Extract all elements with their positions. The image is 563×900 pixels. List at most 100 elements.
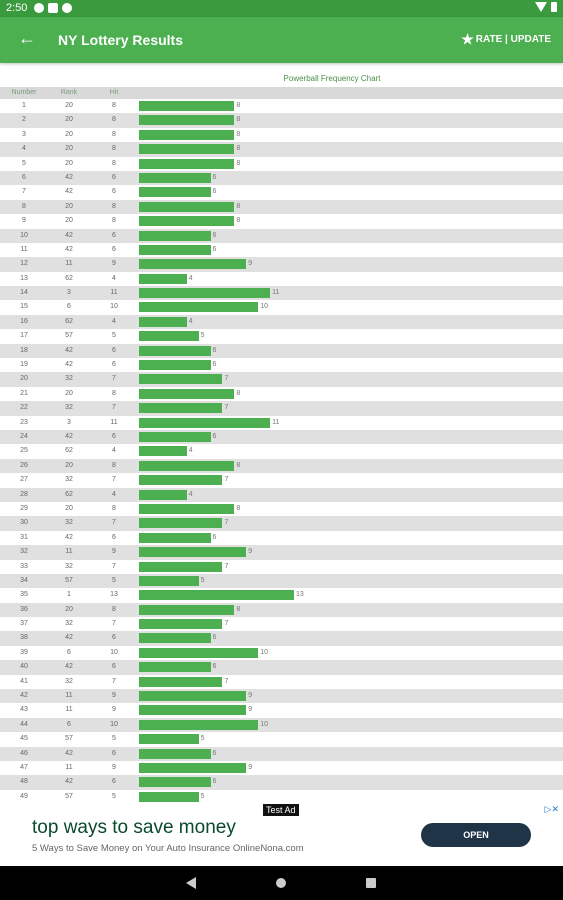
frequency-bar	[139, 431, 211, 442]
table-row: 34 57 5 5	[0, 573, 563, 589]
table-row: 20 32 7 7	[0, 372, 563, 387]
nav-recents-icon[interactable]	[366, 878, 376, 888]
bar-value-label: 4	[188, 317, 193, 325]
frequency-bar	[139, 101, 235, 111]
row-rank: 6	[67, 648, 71, 656]
table-row: 1 20 8 8	[0, 99, 563, 113]
rate-update-label: RATE | UPDATE	[475, 33, 551, 45]
row-rank: 20	[65, 145, 73, 153]
row-number: 22	[20, 404, 28, 412]
column-header-rank: Rank	[60, 89, 78, 96]
row-number: 17	[20, 332, 28, 340]
row-hit: 7	[112, 519, 116, 527]
rate-update-button[interactable]: ★ RATE | UPDATE	[461, 31, 551, 47]
frequency-bar	[139, 532, 211, 543]
row-hit: 9	[112, 706, 116, 714]
row-hit: 8	[112, 116, 116, 124]
table-row: 22 32 7 7	[0, 401, 563, 416]
table-row: 43 11 9 9	[0, 703, 563, 717]
nav-back-icon[interactable]	[186, 877, 196, 889]
frequency-bar	[139, 288, 271, 299]
frequency-bar	[139, 647, 259, 658]
bar-value-label: 5	[200, 332, 205, 340]
row-number: 3	[22, 130, 26, 138]
column-header-hit: Hit	[109, 89, 119, 96]
table-row: 26 20 8 8	[0, 458, 563, 474]
table-row: 12 11 9 9	[0, 257, 563, 272]
row-hit: 5	[112, 735, 116, 743]
row-number: 16	[20, 317, 28, 325]
frequency-bar	[139, 374, 223, 385]
status-bar: 2:50	[0, 0, 563, 17]
table-row: 19 42 6 6	[0, 358, 563, 372]
table-row: 5 20 8 8	[0, 157, 563, 171]
frequency-bar	[139, 777, 211, 788]
sd-card-icon	[48, 3, 58, 13]
row-number: 11	[20, 245, 28, 253]
frequency-bar	[139, 791, 199, 802]
bar-value-label: 8	[236, 102, 241, 109]
row-rank: 32	[65, 519, 73, 527]
row-number: 24	[20, 432, 28, 440]
page-title: NY Lottery Results	[58, 32, 183, 48]
ad-choices-icon[interactable]: ▷✕	[544, 804, 559, 814]
ad-headline[interactable]: top ways to save money	[32, 817, 236, 838]
ad-subtext: 5 Ways to Save Money on Your Auto Insura…	[32, 843, 304, 854]
row-number: 45	[20, 735, 28, 743]
bar-value-label: 10	[260, 648, 269, 656]
bar-value-label: 7	[224, 375, 229, 383]
frequency-bar	[139, 144, 235, 155]
bar-value-label: 8	[236, 130, 241, 138]
row-number: 39	[20, 648, 28, 656]
row-rank: 42	[65, 346, 73, 354]
table-row: 9 20 8 8	[0, 214, 563, 228]
table-row: 31 42 6 6	[0, 531, 563, 545]
ad-open-button[interactable]: OPEN	[421, 823, 531, 847]
row-number: 30	[20, 519, 28, 527]
bar-value-label: 5	[200, 735, 205, 743]
bar-value-label: 9	[248, 260, 253, 268]
frequency-bar	[139, 302, 259, 313]
row-hit: 8	[112, 202, 116, 210]
row-hit: 8	[112, 605, 116, 613]
row-rank: 11	[65, 692, 73, 700]
bar-value-label: 7	[224, 677, 229, 685]
row-number: 38	[20, 634, 28, 642]
frequency-bar	[139, 345, 211, 356]
bar-value-label: 11	[272, 289, 280, 297]
row-rank: 62	[65, 447, 73, 455]
row-number: 48	[20, 778, 28, 786]
row-number: 42	[20, 692, 28, 700]
frequency-bar	[139, 244, 211, 255]
row-hit: 13	[110, 591, 118, 599]
table-header: Number Rank Hit	[0, 87, 563, 99]
table-row: 48 42 6 6	[0, 775, 563, 790]
row-hit: 7	[112, 620, 116, 628]
battery-icon	[551, 2, 557, 12]
table-row: 2 20 8 8	[0, 113, 563, 128]
bar-value-label: 6	[212, 231, 217, 239]
row-rank: 11	[65, 706, 73, 714]
row-rank: 42	[65, 778, 73, 786]
chart-title: Powerball Frequency Chart	[283, 74, 381, 83]
row-rank: 6	[67, 720, 71, 728]
bar-value-label: 6	[212, 361, 217, 369]
bar-value-label: 5	[200, 576, 205, 584]
back-arrow-icon[interactable]: ←	[18, 28, 36, 48]
frequency-bar	[139, 676, 223, 687]
bar-value-label: 13	[296, 591, 304, 599]
row-hit: 6	[112, 188, 116, 196]
ad-banner[interactable]: Test Ad ▷✕ top ways to save money 5 Ways…	[0, 802, 563, 866]
row-rank: 32	[65, 620, 73, 628]
row-number: 44	[20, 720, 28, 728]
table-row: 49 57 5 5	[0, 790, 563, 804]
row-rank: 42	[65, 361, 73, 369]
frequency-bar	[139, 331, 199, 342]
column-header-number: Number	[11, 89, 37, 96]
frequency-bar	[139, 691, 247, 702]
star-icon: ★	[461, 31, 474, 47]
row-number: 14	[20, 289, 28, 297]
wifi-icon	[535, 2, 547, 12]
bar-value-label: 8	[236, 202, 241, 210]
nav-home-icon[interactable]	[276, 878, 286, 888]
